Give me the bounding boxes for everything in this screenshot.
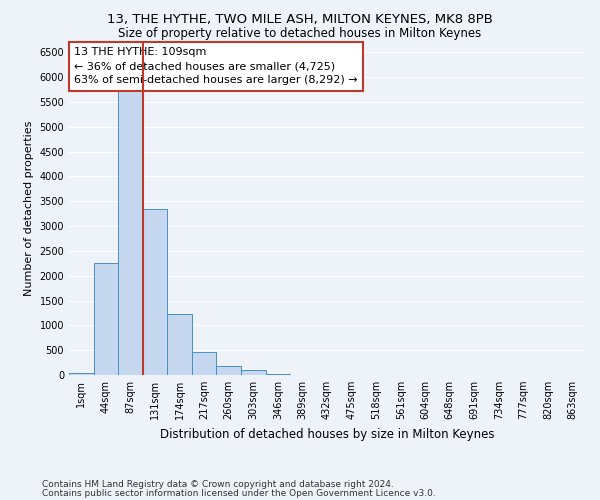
Y-axis label: Number of detached properties: Number of detached properties bbox=[24, 121, 34, 296]
Bar bbox=[69, 372, 94, 375]
Text: Contains HM Land Registry data © Crown copyright and database right 2024.: Contains HM Land Registry data © Crown c… bbox=[42, 480, 394, 489]
Bar bbox=[266, 374, 290, 375]
Text: Size of property relative to detached houses in Milton Keynes: Size of property relative to detached ho… bbox=[118, 28, 482, 40]
Bar bbox=[118, 55, 143, 375]
X-axis label: Distribution of detached houses by size in Milton Keynes: Distribution of detached houses by size … bbox=[160, 428, 494, 440]
Bar bbox=[94, 264, 118, 375]
Text: 13 THE HYTHE: 109sqm
← 36% of detached houses are smaller (4,725)
63% of semi-de: 13 THE HYTHE: 109sqm ← 36% of detached h… bbox=[74, 48, 358, 86]
Bar bbox=[167, 314, 192, 375]
Bar bbox=[192, 352, 217, 375]
Bar bbox=[217, 366, 241, 375]
Bar bbox=[241, 370, 266, 375]
Bar bbox=[143, 209, 167, 375]
Text: 13, THE HYTHE, TWO MILE ASH, MILTON KEYNES, MK8 8PB: 13, THE HYTHE, TWO MILE ASH, MILTON KEYN… bbox=[107, 12, 493, 26]
Text: Contains public sector information licensed under the Open Government Licence v3: Contains public sector information licen… bbox=[42, 488, 436, 498]
